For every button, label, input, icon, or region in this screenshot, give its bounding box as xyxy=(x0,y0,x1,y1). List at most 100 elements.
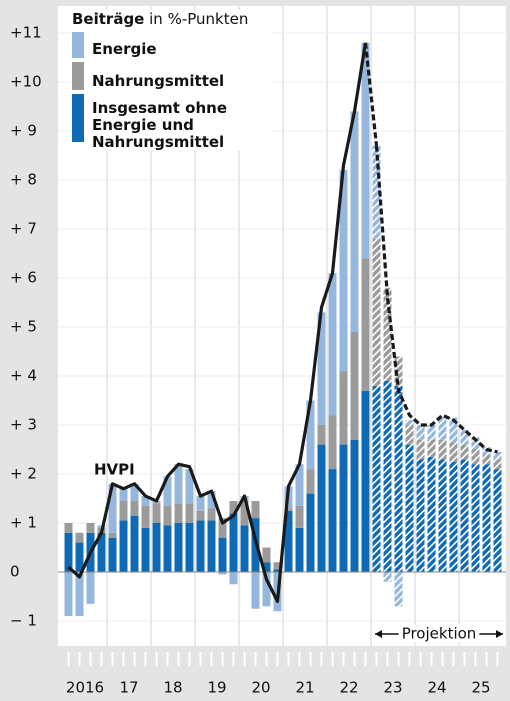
bar-segment xyxy=(141,527,150,572)
bar-segment xyxy=(207,520,216,572)
bar-segment xyxy=(218,518,227,538)
bar-segment xyxy=(64,572,73,617)
y-tick-label: + 6 xyxy=(10,269,37,287)
x-tick-label: 23 xyxy=(383,679,402,697)
arrow-head xyxy=(375,630,382,638)
bar-segment xyxy=(317,444,326,572)
bar-segment xyxy=(108,483,117,533)
bar-segment xyxy=(405,420,414,425)
x-tick-label: 24 xyxy=(427,679,446,697)
bar-segment xyxy=(350,439,359,572)
bar-segment xyxy=(284,510,293,572)
bar-segment xyxy=(405,425,414,445)
bar-segment xyxy=(152,523,161,572)
bar-segment xyxy=(130,483,139,501)
bar-segment xyxy=(174,464,183,504)
bar-segment xyxy=(339,371,348,445)
bar-segment xyxy=(295,527,304,572)
legend-swatch xyxy=(72,32,84,58)
bar-segment xyxy=(86,572,95,604)
legend-title-bold: Beiträge xyxy=(72,10,145,28)
hvpi-line-projection xyxy=(374,145,498,454)
bar-segment xyxy=(141,496,150,506)
bar-segment xyxy=(416,425,425,440)
bar-segment xyxy=(163,525,172,572)
bar-segment xyxy=(306,469,315,494)
y-tick-label: +11 xyxy=(10,24,42,42)
y-tick-label: − 1 xyxy=(10,612,37,630)
bar-segment xyxy=(64,532,73,572)
projection-label: Projektion xyxy=(402,625,477,643)
bar-segment xyxy=(394,356,403,386)
bar-segment xyxy=(306,493,315,572)
legend-swatch xyxy=(72,94,84,142)
bar-segment xyxy=(229,500,238,514)
bar-segment xyxy=(361,390,370,572)
bar-segment xyxy=(471,464,480,572)
bar-segment xyxy=(218,537,227,572)
bar-segment xyxy=(130,515,139,572)
bar-segment xyxy=(383,287,392,381)
x-tick-label: 18 xyxy=(163,679,182,697)
bar-segment xyxy=(108,537,117,572)
bar-segment xyxy=(361,42,370,259)
bar-segment xyxy=(240,525,249,572)
bar-segment xyxy=(405,444,414,572)
bar-segment xyxy=(493,459,502,470)
bar-segment xyxy=(350,111,359,332)
bar-segment xyxy=(141,505,150,528)
bar-segment xyxy=(460,444,469,460)
bar-segment xyxy=(328,273,337,416)
bar-segment xyxy=(119,500,128,521)
y-tick-label: + 7 xyxy=(10,220,37,238)
legend-label: Nahrungsmittel xyxy=(92,72,225,90)
bar-segment xyxy=(284,508,293,511)
bar-segment xyxy=(460,429,469,445)
x-tick-label: 20 xyxy=(251,679,270,697)
x-tick-label: 21 xyxy=(295,679,314,697)
x-tick-label: 22 xyxy=(339,679,358,697)
bar-segment xyxy=(328,415,337,470)
y-tick-label: + 8 xyxy=(10,171,37,189)
bar-segment xyxy=(460,459,469,572)
bar-segment xyxy=(449,461,458,572)
bar-segment xyxy=(218,572,227,575)
x-tick-label: 25 xyxy=(471,679,490,697)
bar-segment xyxy=(339,444,348,572)
bar-segment xyxy=(383,572,392,582)
bar-segment xyxy=(416,439,425,460)
bar-segment xyxy=(273,562,282,570)
bar-segment xyxy=(240,500,249,526)
legend-item: Energie xyxy=(72,32,272,58)
bar-segment xyxy=(317,425,326,445)
legend: Beiträge in %-Punkten Energie Nahrungsmit… xyxy=(72,10,272,151)
x-tick-label: 17 xyxy=(119,679,138,697)
bar-segment xyxy=(394,572,403,607)
bar-segment xyxy=(482,464,491,572)
arrow-head xyxy=(496,630,503,638)
bar-segment xyxy=(64,523,73,533)
legend-item: Nahrungsmittel xyxy=(72,62,272,90)
y-tick-label: +10 xyxy=(10,73,42,91)
y-tick-label: + 1 xyxy=(10,514,37,532)
bar-segment xyxy=(174,503,183,523)
legend-swatch xyxy=(72,62,84,90)
bar-segment xyxy=(108,532,117,538)
bar-segment xyxy=(306,400,315,470)
bar-segment xyxy=(185,503,194,523)
bar-segment xyxy=(196,510,205,521)
bar-segment xyxy=(394,385,403,572)
bar-segment xyxy=(196,496,205,511)
legend-title: Beiträge in %-Punkten xyxy=(72,10,272,28)
legend-label: Insgesamt ohne Energie und Nahrungsmitte… xyxy=(92,99,228,151)
legend-unit: in %-Punkten xyxy=(149,10,249,28)
bar-segment xyxy=(493,469,502,572)
bar-segment xyxy=(427,425,436,440)
projection-label-bg xyxy=(398,624,480,643)
bar-segment xyxy=(427,456,436,572)
bar-segment xyxy=(295,464,304,506)
bar-segment xyxy=(383,380,392,572)
bar-segment xyxy=(493,451,502,460)
bar-segment xyxy=(152,503,161,523)
bar-segment xyxy=(427,439,436,457)
